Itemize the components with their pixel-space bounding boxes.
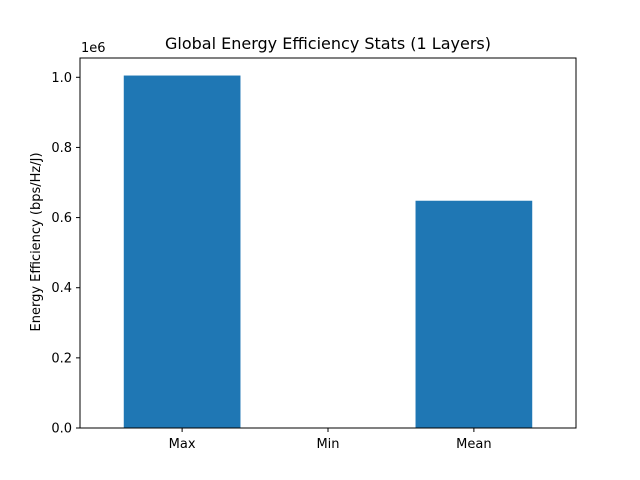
- plot-frame: [79, 57, 577, 429]
- y-tick-label: 0.0: [51, 422, 72, 437]
- x-tick-label: Min: [316, 437, 339, 452]
- y-tick-label: 0.6: [51, 211, 72, 226]
- x-ticks-group: Max Min Mean: [169, 428, 492, 452]
- y-tick-label: 0.2: [51, 351, 72, 366]
- y-ticks-group: 0.0 0.2 0.4 0.6 0.8 1.0: [51, 71, 80, 437]
- y-tick-label: 1.0: [51, 71, 72, 86]
- y-tick-label: 0.4: [51, 281, 72, 296]
- bar-max: [123, 75, 241, 428]
- bar-mean: [415, 200, 533, 428]
- x-tick-label: Mean: [456, 437, 491, 452]
- bars-group: [123, 75, 533, 428]
- chart-title: Global Energy Efficiency Stats (1 Layers…: [165, 34, 491, 53]
- y-axis-label: Energy Efficiency (bps/Hz/J): [29, 152, 44, 331]
- y-offset-label: 1e6: [81, 41, 106, 56]
- y-tick-label: 0.8: [51, 141, 72, 156]
- x-tick-label: Max: [169, 437, 196, 452]
